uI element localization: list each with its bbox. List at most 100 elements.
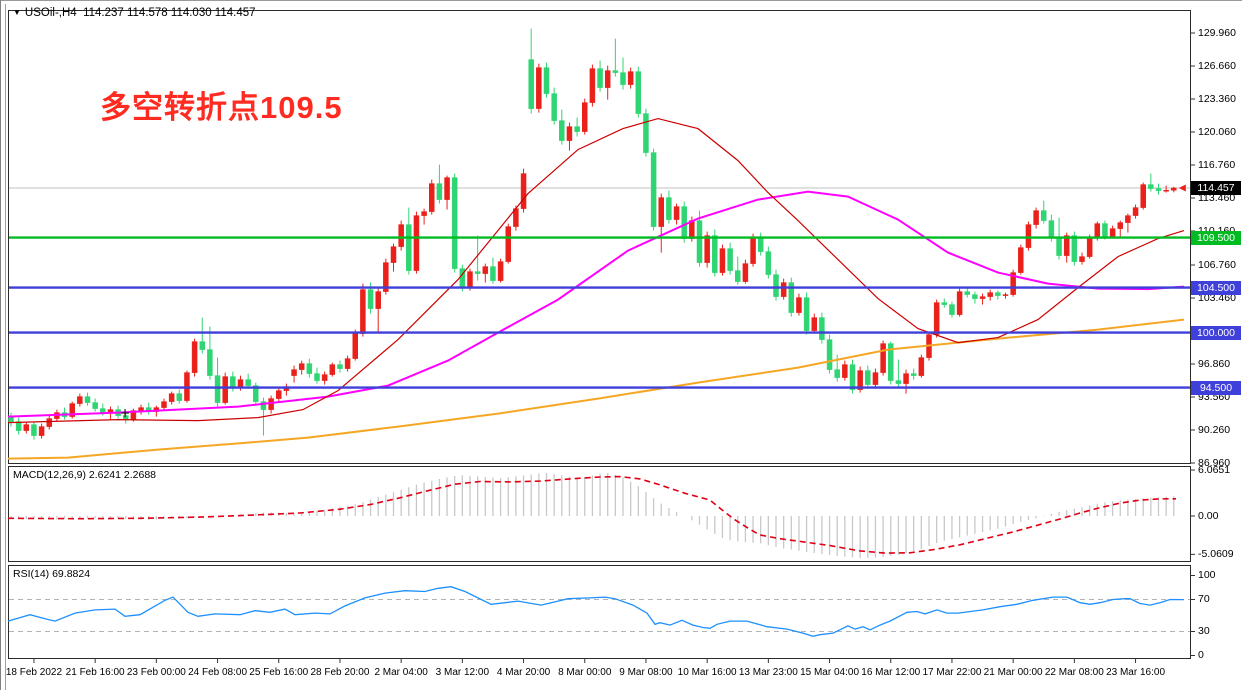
date-axis-label: 9 Mar 08:00 xyxy=(619,667,673,678)
candle-body xyxy=(467,271,473,288)
price-axis-label: 106.760 xyxy=(1198,258,1236,271)
candle-body xyxy=(31,424,37,436)
candle-body xyxy=(543,67,550,94)
price-axis-label: 123.360 xyxy=(1198,92,1236,105)
candle-body xyxy=(773,274,779,297)
price-axis-label: 129.960 xyxy=(1198,26,1236,39)
candle-body xyxy=(168,393,175,402)
macd-axis-label: -5.0609 xyxy=(1198,547,1234,560)
candle-body xyxy=(230,376,236,388)
macd-axis-label: 0.00 xyxy=(1198,509,1219,522)
date-axis-label: 21 Mar 00:00 xyxy=(983,667,1043,678)
candle-body xyxy=(92,402,98,409)
symbol-quote-line: ▼ USOil-,H4 114.237 114.578 114.030 114.4… xyxy=(13,7,256,19)
window-left-edge-inner xyxy=(5,4,6,690)
candle-body xyxy=(123,415,129,420)
candle-body xyxy=(757,237,764,252)
candle-body xyxy=(834,369,840,378)
date-axis-label: 4 Mar 20:00 xyxy=(496,667,551,678)
candle-body xyxy=(360,289,366,334)
ma-fast-red-line xyxy=(7,117,1185,424)
candle-body xyxy=(23,424,30,431)
candle-body xyxy=(367,289,374,309)
date-axis-label: 15 Mar 04:00 xyxy=(800,667,860,678)
date-axis-label: 13 Mar 23:00 xyxy=(738,667,798,678)
candle-body xyxy=(1109,228,1116,237)
candle-body xyxy=(344,358,351,369)
candle-body xyxy=(849,364,856,390)
candle-body xyxy=(888,343,894,381)
candle-body xyxy=(643,113,649,153)
candle-body xyxy=(995,292,1001,296)
date-axis-label: 24 Feb 08:00 xyxy=(188,667,248,678)
candle-body xyxy=(276,390,282,399)
macd-axis-label: 6.0651 xyxy=(1198,463,1231,476)
candle-body xyxy=(589,68,596,103)
candle-body xyxy=(1140,184,1146,208)
window-left-edge xyxy=(0,0,1,690)
date-axis-label: 10 Mar 16:00 xyxy=(677,667,737,678)
chevron-down-icon[interactable]: ▼ xyxy=(13,8,21,17)
candle-body xyxy=(321,374,328,381)
candle-body xyxy=(979,296,986,299)
candle-body xyxy=(842,364,848,378)
quote-ohlc-values: 114.237 114.578 114.030 114.457 xyxy=(83,7,256,19)
candle-body xyxy=(964,291,970,295)
candle-body xyxy=(451,177,458,269)
candle-body xyxy=(222,376,228,403)
date-axis-label: 3 Mar 12:00 xyxy=(435,667,490,678)
ma-medium-magenta-line xyxy=(7,190,1185,418)
candle-body xyxy=(872,372,879,385)
candle-body xyxy=(895,380,902,384)
last-price-arrow-icon xyxy=(1178,184,1186,192)
price-level-badge: 109.500 xyxy=(1191,230,1241,245)
candle-body xyxy=(627,71,634,85)
candle-body xyxy=(796,297,802,313)
price-level-badge: 100.000 xyxy=(1191,325,1241,340)
date-axis-label: 23 Mar 16:00 xyxy=(1106,667,1166,678)
date-axis-label: 17 Mar 22:00 xyxy=(922,667,982,678)
candle-body xyxy=(314,373,320,381)
candle-body xyxy=(1125,215,1131,223)
candle-body xyxy=(780,282,787,297)
candle-body xyxy=(819,317,825,340)
candle-body xyxy=(214,375,221,403)
candle-body xyxy=(383,262,389,292)
date-axis-label: 8 Mar 00:00 xyxy=(558,667,612,678)
candle-body xyxy=(497,261,504,281)
candle-body xyxy=(735,270,741,282)
price-pane-border xyxy=(8,10,1191,464)
candle-body xyxy=(260,401,267,410)
price-axis-label: 86.960 xyxy=(1198,456,1231,469)
candle-body xyxy=(673,206,680,220)
candle-body xyxy=(398,224,404,247)
price-axis-label: 126.660 xyxy=(1198,59,1236,72)
candle-body xyxy=(949,304,955,315)
candle-body xyxy=(788,282,795,313)
candle-body xyxy=(1094,223,1101,238)
candle-body xyxy=(1079,256,1085,262)
candle-body xyxy=(696,220,703,263)
rsi-pane-border xyxy=(8,565,1191,659)
candle-body xyxy=(306,363,313,374)
candle-body xyxy=(551,93,557,121)
candle-body xyxy=(1171,187,1177,191)
date-axis-label: 16 Mar 12:00 xyxy=(861,667,921,678)
candle-body xyxy=(161,401,167,408)
candle-body xyxy=(474,271,481,274)
rsi-axis-label: 0 xyxy=(1198,649,1204,661)
candle-body xyxy=(604,70,611,88)
candle-body xyxy=(666,197,672,220)
candle-body xyxy=(253,385,259,402)
price-axis-label: 90.260 xyxy=(1198,423,1231,436)
candle-body xyxy=(903,373,909,384)
candle-body xyxy=(1148,184,1154,189)
candle-body xyxy=(1048,220,1055,238)
candle-body xyxy=(436,183,443,200)
candle-body xyxy=(406,224,412,271)
candle-body xyxy=(704,235,710,263)
rsi-axis-label: 30 xyxy=(1198,625,1210,637)
candle-body xyxy=(1163,189,1169,192)
